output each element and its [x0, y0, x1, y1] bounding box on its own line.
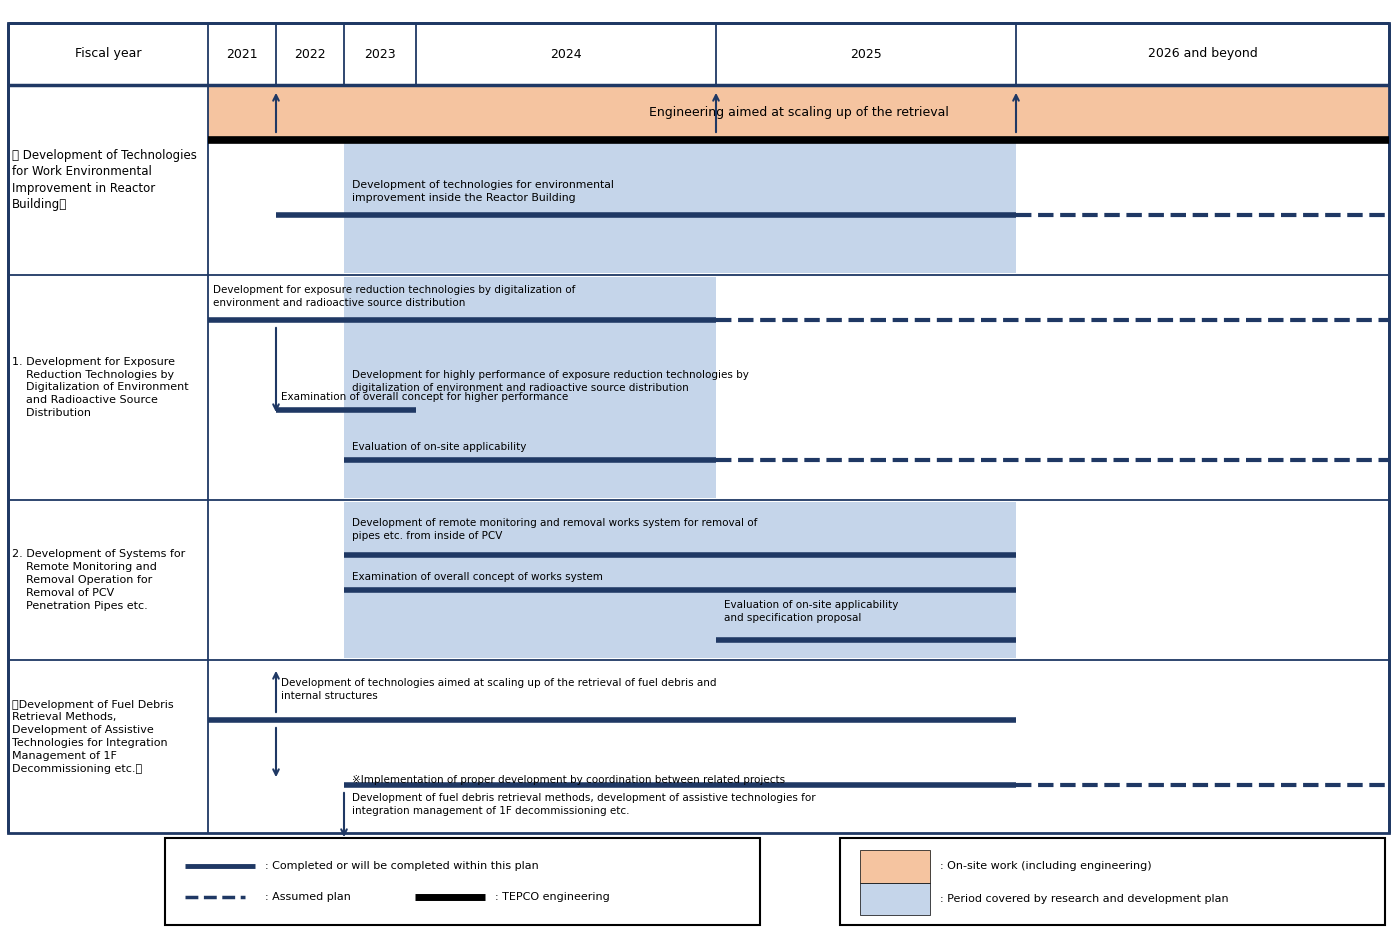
- Text: ※Implementation of proper development by coordination between related projects: ※Implementation of proper development by…: [352, 775, 785, 785]
- Text: Evaluation of on-site applicability
and specification proposal: Evaluation of on-site applicability and …: [724, 600, 898, 623]
- Text: 2024: 2024: [550, 48, 581, 61]
- Bar: [8, 23, 1389, 833]
- Text: : TEPCO engineering: : TEPCO engineering: [495, 892, 609, 902]
- Bar: [861, 850, 930, 883]
- Bar: [165, 838, 760, 925]
- Bar: [861, 883, 930, 915]
- Text: Fiscal year: Fiscal year: [75, 48, 141, 61]
- Text: 2021: 2021: [226, 48, 258, 61]
- Text: Development of fuel debris retrieval methods, development of assistive technolog: Development of fuel debris retrieval met…: [352, 793, 816, 815]
- Text: Examination of overall concept of works system: Examination of overall concept of works …: [352, 572, 604, 582]
- Bar: [344, 502, 1016, 658]
- Text: 2023: 2023: [365, 48, 395, 61]
- Text: 1. Development for Exposure
    Reduction Technologies by
    Digitalization of : 1. Development for Exposure Reduction Te…: [13, 357, 189, 418]
- Text: : Period covered by research and development plan: : Period covered by research and develop…: [940, 894, 1228, 904]
- Text: Development for exposure reduction technologies by digitalization of
environment: Development for exposure reduction techn…: [212, 285, 576, 308]
- Text: 【 Development of Technologies
for Work Environmental
Improvement in Reactor
Buil: 【 Development of Technologies for Work E…: [13, 148, 197, 211]
- Text: Evaluation of on-site applicability: Evaluation of on-site applicability: [352, 442, 527, 452]
- Text: : Assumed plan: : Assumed plan: [265, 892, 351, 902]
- Text: 2022: 2022: [295, 48, 326, 61]
- Text: Development of technologies aimed at scaling up of the retrieval of fuel debris : Development of technologies aimed at sca…: [281, 678, 717, 701]
- Bar: [840, 838, 1384, 925]
- Text: 2025: 2025: [851, 48, 882, 61]
- Text: 2. Development of Systems for
    Remote Monitoring and
    Removal Operation fo: 2. Development of Systems for Remote Mon…: [13, 550, 186, 610]
- Bar: [208, 85, 1389, 140]
- Text: Development for highly performance of exposure reduction technologies by
digital: Development for highly performance of ex…: [352, 370, 749, 393]
- Bar: [344, 142, 1016, 273]
- Text: Engineering aimed at scaling up of the retrieval: Engineering aimed at scaling up of the r…: [648, 106, 949, 119]
- Text: : Completed or will be completed within this plan: : Completed or will be completed within …: [265, 861, 539, 871]
- Text: Development of remote monitoring and removal works system for removal of
pipes e: Development of remote monitoring and rem…: [352, 518, 757, 541]
- Text: 2026 and beyond: 2026 and beyond: [1147, 48, 1257, 61]
- Bar: [344, 277, 717, 498]
- Text: Development of technologies for environmental
improvement inside the Reactor Bui: Development of technologies for environm…: [352, 180, 613, 202]
- Text: Examination of overall concept for higher performance: Examination of overall concept for highe…: [281, 392, 569, 402]
- Text: 【Development of Fuel Debris
Retrieval Methods,
Development of Assistive
Technolo: 【Development of Fuel Debris Retrieval Me…: [13, 700, 173, 773]
- Text: : On-site work (including engineering): : On-site work (including engineering): [940, 861, 1151, 871]
